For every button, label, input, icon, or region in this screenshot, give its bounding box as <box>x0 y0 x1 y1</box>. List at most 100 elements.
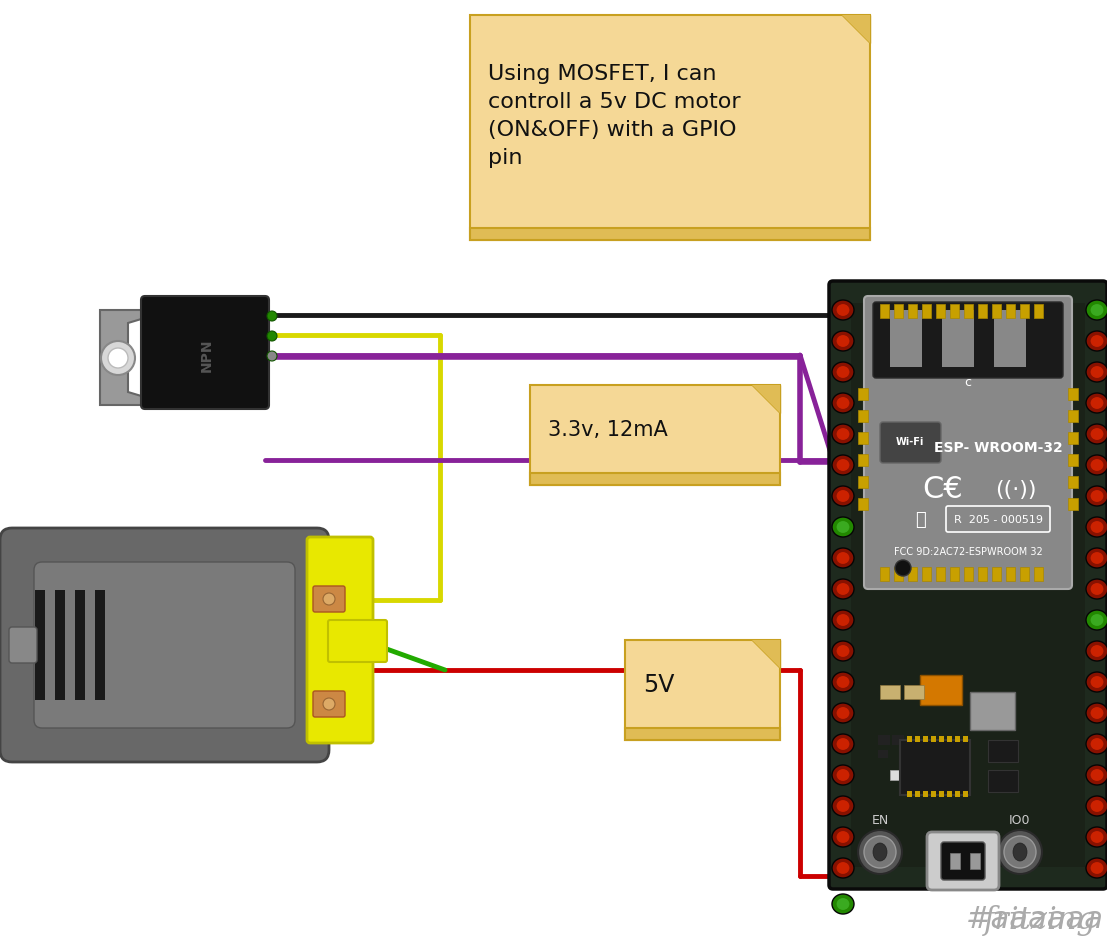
Polygon shape <box>752 640 780 668</box>
Ellipse shape <box>1090 830 1104 843</box>
Ellipse shape <box>1013 843 1027 861</box>
Bar <box>1068 498 1078 510</box>
Bar <box>931 736 937 742</box>
Ellipse shape <box>836 768 850 781</box>
Bar <box>880 304 889 318</box>
Bar <box>892 735 904 745</box>
FancyBboxPatch shape <box>313 691 345 717</box>
Bar <box>1006 304 1015 318</box>
Bar <box>851 303 1085 867</box>
Ellipse shape <box>1090 489 1104 502</box>
Bar <box>1020 304 1030 318</box>
Bar <box>906 770 919 780</box>
Ellipse shape <box>832 486 853 506</box>
Circle shape <box>999 830 1042 874</box>
Bar <box>946 736 952 742</box>
Bar <box>890 770 904 780</box>
Ellipse shape <box>832 672 853 692</box>
FancyBboxPatch shape <box>927 832 999 890</box>
Bar <box>989 770 1018 792</box>
Ellipse shape <box>832 894 853 914</box>
Ellipse shape <box>832 610 853 630</box>
Ellipse shape <box>832 393 853 413</box>
Ellipse shape <box>1086 362 1107 382</box>
Ellipse shape <box>1090 706 1104 719</box>
Ellipse shape <box>1090 365 1104 378</box>
Bar <box>262 333 272 339</box>
Text: IO0: IO0 <box>1010 813 1031 826</box>
Ellipse shape <box>1090 427 1104 440</box>
Bar <box>977 304 987 318</box>
Ellipse shape <box>836 706 850 719</box>
Ellipse shape <box>1086 734 1107 754</box>
Text: fritzing: fritzing <box>983 904 1096 935</box>
Ellipse shape <box>836 334 850 347</box>
Ellipse shape <box>832 331 853 351</box>
Ellipse shape <box>832 703 853 723</box>
Text: Wi-Fi: Wi-Fi <box>896 437 924 447</box>
Ellipse shape <box>836 644 850 657</box>
Ellipse shape <box>1090 613 1104 626</box>
FancyBboxPatch shape <box>313 586 345 612</box>
Bar <box>908 567 917 581</box>
Ellipse shape <box>832 858 853 878</box>
Bar <box>625 728 780 740</box>
Bar <box>908 304 917 318</box>
Bar <box>1068 388 1078 400</box>
Bar <box>964 567 973 581</box>
Bar <box>95 590 105 700</box>
Ellipse shape <box>836 737 850 750</box>
Ellipse shape <box>1086 548 1107 568</box>
FancyBboxPatch shape <box>0 528 329 762</box>
Polygon shape <box>100 310 148 405</box>
Ellipse shape <box>1086 858 1107 878</box>
Ellipse shape <box>1090 737 1104 750</box>
Bar <box>939 791 944 797</box>
Polygon shape <box>752 640 780 668</box>
Bar <box>922 304 931 318</box>
Ellipse shape <box>1090 303 1104 316</box>
Bar <box>1034 304 1043 318</box>
FancyBboxPatch shape <box>141 296 269 409</box>
Bar <box>880 685 900 699</box>
Ellipse shape <box>1090 644 1104 657</box>
Bar <box>1068 432 1078 444</box>
Bar <box>963 736 968 742</box>
Bar <box>1068 476 1078 488</box>
Ellipse shape <box>836 551 850 564</box>
Ellipse shape <box>836 303 850 316</box>
Bar <box>920 675 962 705</box>
FancyBboxPatch shape <box>328 620 387 662</box>
Circle shape <box>1004 836 1036 868</box>
Text: ⏚: ⏚ <box>914 511 925 529</box>
Bar <box>963 791 968 797</box>
Ellipse shape <box>1090 861 1104 874</box>
Ellipse shape <box>1086 579 1107 599</box>
Bar <box>922 567 931 581</box>
Bar <box>955 791 960 797</box>
Ellipse shape <box>836 675 850 688</box>
Bar <box>923 736 928 742</box>
Ellipse shape <box>836 613 850 626</box>
Ellipse shape <box>1086 300 1107 320</box>
Bar <box>858 410 868 422</box>
Circle shape <box>863 836 896 868</box>
FancyBboxPatch shape <box>873 302 1063 378</box>
Bar <box>1034 567 1043 581</box>
Polygon shape <box>752 385 780 413</box>
Bar <box>894 567 903 581</box>
Bar <box>1006 567 1015 581</box>
Ellipse shape <box>832 579 853 599</box>
Bar <box>75 590 85 700</box>
Text: 3.3v, 12mA: 3.3v, 12mA <box>548 420 668 440</box>
Ellipse shape <box>1086 610 1107 630</box>
Ellipse shape <box>1086 703 1107 723</box>
Ellipse shape <box>836 365 850 378</box>
Bar <box>964 304 973 318</box>
Bar <box>262 353 272 359</box>
Ellipse shape <box>832 362 853 382</box>
Bar <box>989 740 1018 762</box>
Text: C€: C€ <box>922 475 963 504</box>
Polygon shape <box>842 15 870 43</box>
Circle shape <box>323 593 335 605</box>
